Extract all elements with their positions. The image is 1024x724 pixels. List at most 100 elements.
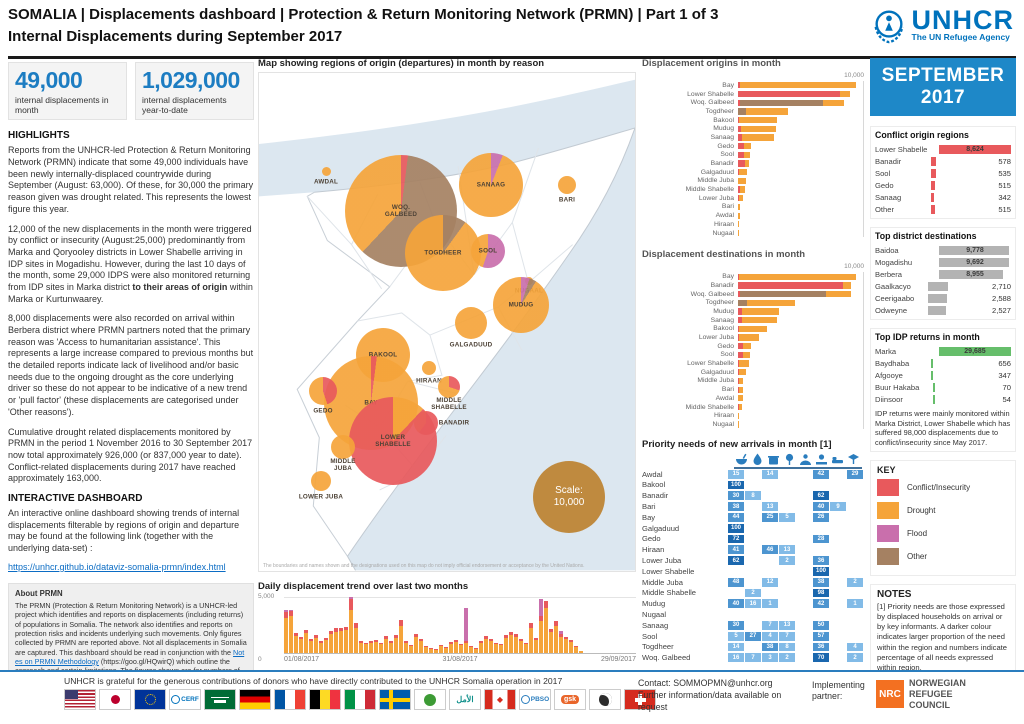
conflict-bar-segment <box>474 648 478 649</box>
daily-bar <box>389 641 393 653</box>
daily-bar <box>359 641 363 653</box>
top-district-destinations-table: Top district destinations Baidoa 9,778 Mog… <box>870 227 1016 320</box>
heatmap-cell: 2 <box>847 577 863 587</box>
drought-bar-segment <box>369 642 373 653</box>
heatmap-row-label: Awdal <box>642 469 663 479</box>
drought-bar-segment <box>304 632 308 653</box>
heatmap-cell: 5 <box>779 512 795 522</box>
stats-row: 49,000 internal displacements in month 1… <box>8 62 254 121</box>
heatmap-cell <box>830 470 846 479</box>
heatmap-cell <box>745 545 761 554</box>
daily-bar <box>364 642 368 653</box>
heatmap-cell <box>847 621 863 630</box>
table-bar-area: 8,955 <box>939 269 1011 279</box>
nrc-logo: NRC NORWEGIAN REFUGEE COUNCIL <box>876 678 984 710</box>
table-bar-area <box>931 168 994 178</box>
conflict-bar-segment <box>304 629 308 633</box>
heatmap-cell <box>762 524 778 533</box>
heatmap-cell: 9 <box>830 502 846 511</box>
methodology-link[interactable]: Notes on PRMN Methodology <box>15 647 245 666</box>
conflict-bar-segment <box>504 635 508 638</box>
heatmap-cell <box>847 524 863 533</box>
bar-track <box>738 125 856 132</box>
conflict-bar-segment <box>294 632 298 636</box>
bar-row: Nugaal <box>642 420 864 429</box>
bar-row: Woq. Galbeed <box>642 290 864 299</box>
top-idp-returns-table: Top IDP returns in month Marka 29,685 Bayd… <box>870 328 1016 452</box>
heatmap-cell <box>847 589 863 598</box>
daily-bar <box>579 650 583 653</box>
left-column: 49,000 internal displacements in month 1… <box>8 62 254 692</box>
heatmap-cell: 36 <box>813 642 829 652</box>
table-bar-area <box>931 204 994 214</box>
region-label: MIDDLE SHABELLE <box>431 396 467 411</box>
origins-chart-panel: Displacement origins in month 10,000 Bay… <box>642 58 864 238</box>
drought-bar-segment <box>738 203 741 211</box>
heatmap-cell <box>796 599 812 608</box>
heatmap-cell <box>796 513 812 522</box>
bar-track <box>738 116 856 124</box>
bar-row: Galgaduud <box>642 368 864 377</box>
daily-bar <box>489 638 493 653</box>
table-row: Baydhaba 656 <box>875 357 1011 369</box>
dashboard-link[interactable]: https://unhcr.github.io/dataviz-somalia-… <box>8 561 226 572</box>
bar-track <box>738 82 856 89</box>
about-prmn-box: About PRMN The PRMN (Protection & Return… <box>8 582 254 692</box>
conflict-bar-segment <box>514 634 518 637</box>
drought-bar-segment <box>299 638 303 653</box>
table-row-label: Ceerigaabo <box>875 293 915 303</box>
bar-row-label: Lower Shabelle <box>687 90 734 98</box>
conflict-bar-segment <box>444 647 448 648</box>
drought-bar-segment <box>484 638 488 653</box>
heatmap-cell: 100 <box>728 480 744 490</box>
heatmap-cell: 13 <box>779 545 795 555</box>
bar-row: Bakool <box>642 116 864 125</box>
heatmap-row: Woq. Galbeed 16 7 3 2 70 2 <box>642 652 864 663</box>
table-bar-area: 9,692 <box>939 257 1011 267</box>
heatmap-row: Bay 44 25 5 26 <box>642 512 864 523</box>
bar-track <box>738 169 856 176</box>
flood-bar-segment <box>559 631 563 635</box>
daily-bar <box>324 637 328 653</box>
conflict-bar-segment <box>529 623 533 628</box>
drought-bar-segment <box>738 116 777 124</box>
heatmap-cell: 36 <box>813 556 829 565</box>
drought-bar-segment <box>569 641 573 653</box>
donor-flags-row: CERF الأمل ◆ PBSO gsk <box>64 689 656 710</box>
heatmap-cell <box>796 632 812 641</box>
table-row: Lower Shabelle 8,624 <box>875 143 1011 155</box>
heatmap-cell <box>813 545 829 554</box>
drought-bar-segment <box>549 631 553 653</box>
table-bar-area <box>933 394 998 404</box>
heatmap-cell <box>830 653 846 662</box>
daily-bar <box>509 631 513 653</box>
heatmap-cell <box>847 481 863 490</box>
conflict-swatch <box>877 478 899 496</box>
heatmap-cell <box>728 589 744 598</box>
heatmap-cells: 48 12 38 2 <box>728 577 864 587</box>
drought-bar-segment <box>519 640 523 653</box>
bar-track <box>738 377 856 385</box>
other-bar-segment <box>738 299 748 306</box>
bar-track <box>738 160 856 167</box>
heatmap-cell: 7 <box>779 631 795 641</box>
conflict-bar-segment <box>509 631 513 635</box>
heatmap-cell: 12 <box>762 577 778 587</box>
text-run: Cumulative drought related displacements… <box>8 426 253 484</box>
bar-row-label: Sool <box>720 151 734 159</box>
drought-bar-segment <box>509 634 513 653</box>
conflict-bar-segment <box>738 360 740 367</box>
bar-track <box>738 403 856 411</box>
heatmap-cells <box>728 610 864 619</box>
conflict-bar-segment <box>564 636 568 639</box>
bar-row: Woq. Galbeed <box>642 98 864 107</box>
heatmap-row: Sool 5 27 4 7 57 <box>642 631 864 642</box>
drought-bar-segment <box>559 636 563 653</box>
heatmap-cell: 26 <box>813 512 829 522</box>
daily-bar <box>409 644 413 653</box>
table-bar <box>931 180 936 190</box>
page-header: SOMALIA | Displacements dashboard | Prot… <box>8 4 1016 59</box>
bar-row: Togdheer <box>642 107 864 116</box>
health-icon <box>782 453 797 466</box>
heatmap-cells: 62 2 36 <box>728 556 864 565</box>
